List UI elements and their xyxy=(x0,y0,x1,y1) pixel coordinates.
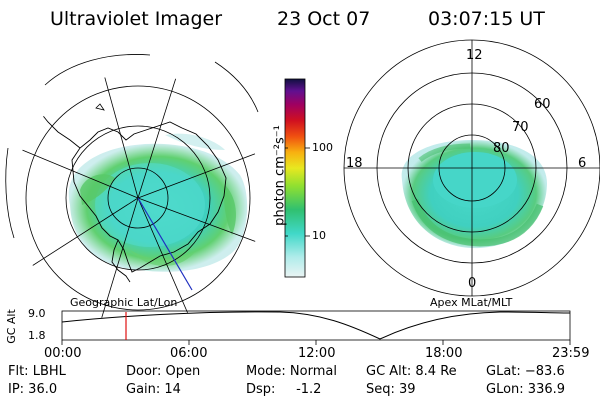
apex-panel-label: Apex MLat/MLT xyxy=(430,296,513,309)
mode-status: Mode: Normal xyxy=(246,364,337,379)
mlt-label-18: 18 xyxy=(346,156,363,171)
color-scale-bar xyxy=(284,78,310,278)
geographic-map xyxy=(5,54,263,323)
time-tick-2359: 23:59 xyxy=(552,346,590,361)
mlat-label-60: 60 xyxy=(534,97,551,112)
geo-grid xyxy=(13,73,263,323)
altitude-strip xyxy=(61,310,571,345)
glon-status: GLon: 336.9 xyxy=(486,382,566,397)
geographic-panel-label: Geographic Lat/Lon xyxy=(70,296,178,309)
noon-meridian-line xyxy=(137,197,193,291)
gc-alt-status: GC Alt: 8.4 Re xyxy=(366,364,457,379)
altitude-max-label: 9.0 xyxy=(28,307,46,320)
mlt-label-12: 12 xyxy=(466,48,483,63)
time-tick-0600: 06:00 xyxy=(170,346,208,361)
ip-status: IP: 36.0 xyxy=(8,382,58,397)
time-label: 03:07:15 UT xyxy=(428,8,545,30)
altitude-curve xyxy=(61,311,571,340)
seq-status: Seq: 39 xyxy=(366,382,416,397)
dsp-status: Dsp: -1.2 xyxy=(246,382,322,397)
colorbar-unit-label: photon cm⁻²s⁻¹ xyxy=(272,125,288,226)
colorbar-tick-10: 10 xyxy=(312,229,326,242)
mlat-label-80: 80 xyxy=(493,141,510,156)
gain-status: Gain: 14 xyxy=(126,382,181,397)
mlt-label-0: 0 xyxy=(468,276,477,291)
mlat-label-70: 70 xyxy=(512,120,529,135)
time-tick-1800: 18:00 xyxy=(425,346,463,361)
mlat-grid xyxy=(343,39,600,297)
filter-status: Flt: LBHL xyxy=(8,364,66,379)
door-status: Door: Open xyxy=(126,364,201,379)
antarctica-coastline xyxy=(71,121,227,273)
colorbar-tick-100: 100 xyxy=(312,141,333,154)
south-america-coastline xyxy=(13,73,49,101)
time-tick-1200: 12:00 xyxy=(298,346,336,361)
mlat-mlt-polar-plot xyxy=(343,39,600,297)
altitude-axis-label: GC Alt xyxy=(4,309,18,344)
instrument-title: Ultraviolet Imager xyxy=(50,8,223,30)
time-tick-0000: 00:00 xyxy=(44,346,82,361)
glat-status: GLat: −83.6 xyxy=(486,364,565,379)
altitude-min-label: 1.8 xyxy=(28,329,46,342)
mlt-label-6: 6 xyxy=(578,156,587,171)
date-label: 23 Oct 07 xyxy=(277,8,371,30)
